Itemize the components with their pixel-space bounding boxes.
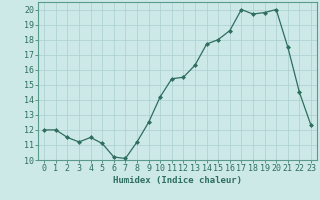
X-axis label: Humidex (Indice chaleur): Humidex (Indice chaleur) [113,176,242,185]
